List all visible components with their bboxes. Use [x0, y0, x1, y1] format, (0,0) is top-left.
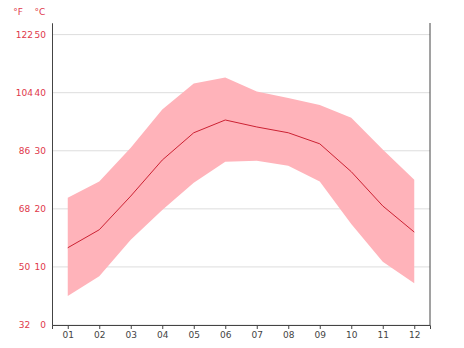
tick: 07	[252, 325, 263, 340]
plot-area	[68, 78, 415, 296]
tick-label: 32	[19, 320, 30, 330]
tick-mark	[99, 325, 100, 329]
tick-mark	[194, 325, 195, 329]
tick: 11	[378, 325, 389, 340]
tick: 08	[283, 325, 295, 340]
tick: 68	[19, 204, 52, 214]
tick: 86	[19, 146, 52, 156]
tick-label: 86	[19, 146, 31, 156]
tick-label: 06	[220, 330, 232, 340]
tick-mark	[68, 325, 69, 329]
tick-label: 50	[35, 30, 47, 40]
tick: 03	[126, 325, 137, 340]
axis-line	[52, 24, 53, 326]
grid-line	[52, 34, 430, 35]
tick: 09	[315, 325, 327, 340]
tick: 0	[40, 320, 52, 330]
tick: 01	[63, 325, 74, 340]
x-axis: 01 02 03 04 05 06 07 08 09 10 11 12	[53, 325, 431, 340]
tick: 06	[220, 325, 232, 340]
tick-label: 30	[35, 146, 47, 156]
tick-label: 12	[409, 330, 420, 340]
tick: 50	[19, 262, 52, 272]
tick: 02	[94, 325, 105, 340]
tick: 10	[35, 262, 52, 272]
tick: 04	[157, 325, 169, 340]
tick-label: 07	[252, 330, 263, 340]
tick-label: 10	[346, 330, 358, 340]
axis-line	[53, 326, 431, 330]
tick-label: 02	[94, 330, 105, 340]
mean-line	[68, 120, 415, 248]
tick: 10	[346, 325, 358, 340]
grid	[52, 35, 430, 325]
tick-mark	[257, 325, 258, 329]
tick-label: 122	[16, 30, 33, 40]
tick-label: 104	[16, 88, 33, 98]
tick: 30	[35, 146, 52, 156]
tick-label: 10	[35, 262, 47, 272]
tick-mark	[288, 325, 289, 329]
tick-label: 50	[19, 262, 31, 272]
tick-label: 09	[315, 330, 327, 340]
chart: 0102030405032506886104122010203040506070…	[0, 0, 464, 348]
tick-mark	[162, 325, 163, 329]
tick: 50	[35, 30, 52, 40]
tick-label: 04	[157, 330, 169, 340]
axis-line	[52, 24, 53, 326]
tick-label: 20	[35, 204, 47, 214]
tick-mark	[351, 325, 352, 329]
frame-line	[430, 23, 431, 325]
y2-axis-title: °F	[13, 7, 23, 17]
tick: 05	[189, 325, 200, 340]
tick-mark	[414, 325, 415, 329]
tick-label: 40	[35, 88, 47, 98]
tick-label: 08	[283, 330, 295, 340]
tick: 122	[16, 30, 52, 40]
grid-line	[52, 266, 430, 267]
tick: 20	[35, 204, 52, 214]
tick: 104	[16, 88, 52, 98]
tick-label: 11	[378, 330, 389, 340]
y2-axis: 32 50 68 86 104 122	[16, 24, 53, 331]
tick-label: 0	[40, 320, 46, 330]
temperature-band	[68, 78, 415, 296]
tick-label: 01	[63, 330, 74, 340]
tick: 40	[35, 88, 52, 98]
tick-mark	[383, 325, 384, 329]
tick: 32	[19, 320, 52, 330]
tick-mark	[320, 325, 321, 329]
y-axis: 0 10 20 30 40 50	[35, 24, 53, 331]
tick-mark	[225, 325, 226, 329]
tick-mark	[131, 325, 132, 329]
y-axis-title: °C	[35, 7, 46, 17]
tick-label: 03	[126, 330, 137, 340]
tick-label: 68	[19, 204, 31, 214]
tick-label: 05	[189, 330, 200, 340]
tick: 12	[409, 325, 420, 340]
